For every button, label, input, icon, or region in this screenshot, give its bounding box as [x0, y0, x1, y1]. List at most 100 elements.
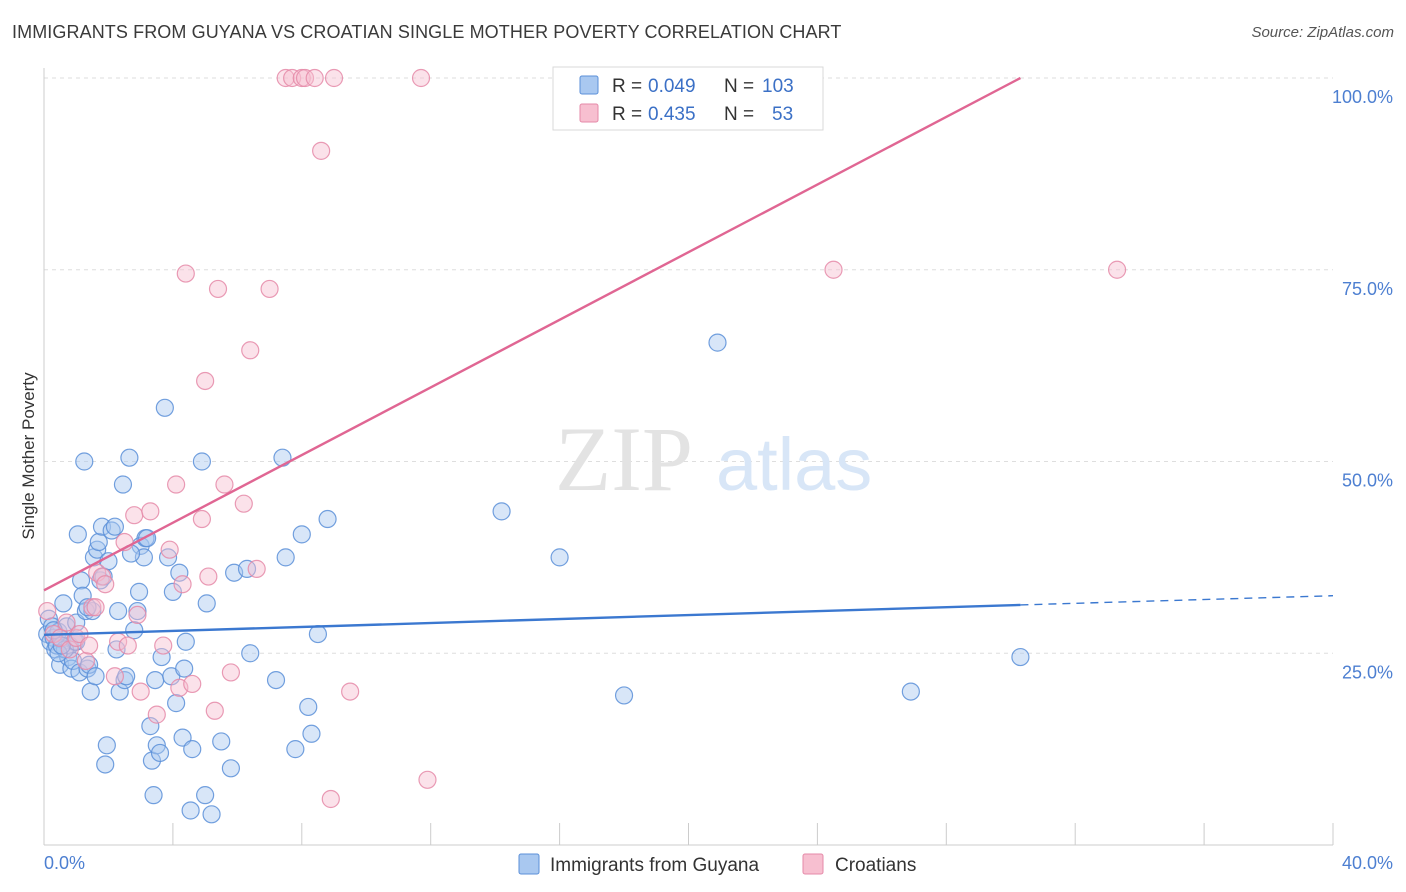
guyana-point-99: [901, 682, 920, 701]
y-tick-label-100: 100.0%: [1332, 87, 1393, 107]
guyana-point-32: [92, 517, 112, 536]
croatian-point-22: [147, 705, 166, 724]
y-axis-title: Single Mother Poverty: [19, 372, 38, 540]
watermark-atlas: atlas: [716, 423, 872, 506]
guyana-point-84: [302, 724, 321, 743]
croatian-point-28: [183, 674, 202, 694]
guyana-point-25: [81, 682, 100, 701]
croatian-point-39: [295, 68, 315, 88]
croatian-point-31: [205, 701, 224, 720]
croatian-point-34: [234, 494, 253, 513]
guyana-point-39: [107, 640, 126, 659]
croatian-point-3: [57, 613, 76, 632]
x-tick-label-max: 40.0%: [1342, 853, 1393, 873]
guyana-point-98: [708, 333, 727, 352]
croatian-point-50: [321, 789, 340, 809]
guyana-point-79: [273, 448, 292, 467]
guyana-point-54: [144, 786, 163, 805]
croatian-point-7: [76, 651, 95, 671]
guyana-point-38: [105, 517, 124, 536]
croatian-point-41: [324, 68, 344, 88]
croatian-point-18: [125, 506, 144, 525]
guyana-point-80: [276, 548, 295, 567]
croatian-point-51: [418, 770, 437, 789]
croatian-point-30: [199, 567, 218, 586]
guyana-point-66: [175, 659, 194, 678]
croatian-point-45: [208, 279, 228, 299]
guyana-point-64: [170, 563, 189, 582]
guyana-point-74: [221, 759, 241, 778]
legend-n-value-pink: 53: [772, 104, 793, 125]
guyana-point-77: [241, 644, 260, 663]
croatian-point-52: [824, 260, 843, 279]
guyana-point-86: [318, 509, 337, 529]
croatian-point-53: [1107, 260, 1127, 279]
legend-r-label-pink: R =: [612, 104, 642, 125]
croatian-point-21: [141, 502, 160, 521]
guyana-point-60: [158, 548, 178, 567]
guyana-point-88: [192, 452, 212, 471]
guyana-point-28: [86, 667, 105, 686]
trend-layer: [43, 76, 1334, 637]
bottom-legend-swatch-blue: [518, 853, 540, 875]
guyana-point-55: [146, 670, 165, 690]
croatian-point-24: [160, 540, 179, 559]
guyana-point-18: [68, 525, 87, 544]
guyana-point-69: [183, 740, 202, 759]
bottom-legend-swatch-pink: [802, 853, 824, 875]
croatian-point-19: [128, 605, 147, 625]
guyana-trend-extension: [1020, 595, 1334, 606]
guyana-point-100: [1011, 647, 1030, 667]
guyana-point-29: [88, 540, 107, 559]
croatian-point-13: [96, 575, 115, 594]
croatian-point-17: [118, 636, 137, 655]
x-tick-label-min: 0.0%: [44, 853, 85, 873]
guyana-point-87: [75, 452, 94, 471]
croatian-point-47: [241, 341, 260, 360]
croatian-point-14: [105, 667, 124, 686]
croatian-point-20: [131, 682, 150, 701]
guyana-point-34: [96, 755, 115, 774]
guyana-point-10: [54, 594, 73, 613]
guyana-point-63: [167, 694, 186, 713]
guyana-point-45: [120, 448, 139, 467]
guyana-point-35: [97, 736, 116, 755]
legend-n-value-blue: 103: [762, 76, 794, 97]
croatian-trend-line: [43, 76, 1021, 592]
guyana-point-62: [163, 582, 182, 601]
croatian-point-4: [60, 640, 79, 659]
guyana-point-95: [492, 502, 511, 521]
croatian-point-25: [167, 475, 186, 494]
guyana-point-81: [286, 740, 305, 759]
croatian-point-33: [221, 663, 241, 682]
croatian-point-35: [247, 559, 266, 578]
croatian-point-43: [411, 68, 431, 88]
croatian-point-23: [154, 636, 173, 655]
legend-r-label-blue: R =: [612, 76, 642, 97]
guyana-point-42: [113, 475, 133, 494]
watermark: ZIP atlas: [555, 408, 872, 510]
bottom-legend-label-pink: Croatians: [835, 855, 916, 876]
y-tick-label-50: 50.0%: [1342, 471, 1393, 491]
guyana-point-71: [197, 594, 216, 613]
croatian-point-48: [196, 371, 215, 391]
guyana-point-85: [308, 624, 328, 644]
croatian-point-37: [283, 68, 302, 88]
croatian-point-8: [80, 636, 99, 655]
croatian-point-29: [192, 509, 212, 529]
watermark-zip: ZIP: [555, 408, 693, 510]
chart-source: Source: ZipAtlas.com: [1251, 24, 1394, 41]
guyana-point-83: [299, 697, 318, 717]
guyana-point-97: [614, 686, 634, 705]
top-legend: R = 0.049 N = 103 R = 0.435 N = 53: [552, 66, 824, 131]
guyana-point-68: [181, 801, 200, 820]
guyana-point-70: [196, 786, 215, 805]
guyana-point-57: [150, 743, 170, 763]
points-layer: [38, 68, 1127, 824]
guyana-point-72: [202, 805, 221, 824]
legend-swatch-pink: [579, 103, 599, 123]
y-tick-label-25: 25.0%: [1342, 662, 1393, 682]
croatian-point-40: [305, 68, 324, 88]
bottom-legend-label-blue: Immigrants from Guyana: [550, 855, 759, 876]
